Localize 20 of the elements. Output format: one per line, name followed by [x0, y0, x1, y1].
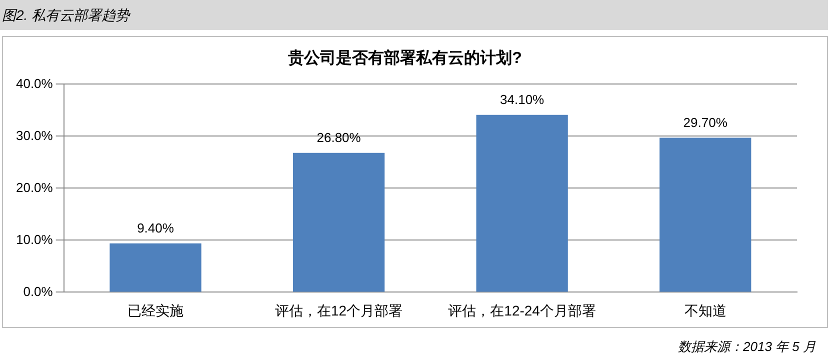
- bar: [476, 114, 568, 292]
- y-tick-label: 20.0%: [16, 180, 54, 195]
- data-label: 9.40%: [137, 220, 174, 236]
- x-tick-label: 评估，在12-24个月部署: [448, 302, 596, 318]
- chart-title: 贵公司是否有部署私有云的计划?: [287, 49, 522, 68]
- data-label: 29.70%: [683, 114, 728, 130]
- bar: [660, 138, 752, 292]
- bar: [110, 243, 202, 292]
- y-tick-label: 10.0%: [16, 232, 54, 247]
- data-label: 26.80%: [316, 130, 362, 145]
- data-label: 34.10%: [500, 92, 545, 107]
- source-note: 数据来源：2013 年 5 月: [678, 338, 816, 356]
- x-tick-label: 不知道: [684, 302, 726, 318]
- x-tick-label: 已经实施: [128, 302, 184, 318]
- y-tick-label: 30.0%: [16, 128, 54, 143]
- x-tick-label: 评估，在12个月部署: [275, 302, 403, 318]
- bar: [292, 152, 385, 292]
- y-tick-label: 40.0%: [16, 76, 54, 91]
- y-tick-label: 0.0%: [23, 284, 54, 299]
- caption: 图2. 私有云部署趋势: [0, 0, 828, 30]
